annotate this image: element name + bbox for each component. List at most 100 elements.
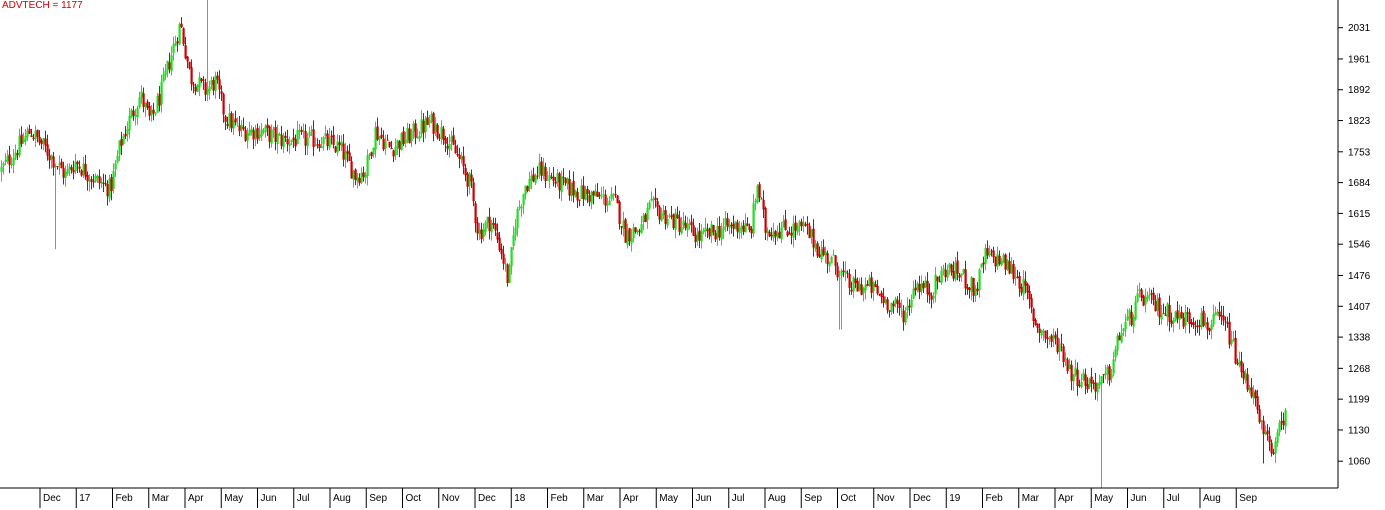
candle-up [546,179,549,181]
candle-up [424,118,427,133]
candlestick-series [0,0,1287,488]
candle-down [808,225,811,239]
candle-up [308,131,311,137]
candle-down [888,310,891,312]
candle-down [806,223,809,226]
candle-up [518,206,521,209]
candle-up [538,162,541,175]
candle-down [554,181,557,184]
candle-down [60,161,63,169]
candle-up [1002,254,1005,263]
candle-up [932,295,935,299]
y-tick-label: 1268 [1348,364,1371,375]
candle-up [1136,293,1139,302]
candle-up [636,230,639,233]
candle-up [140,91,143,98]
candle-down [846,272,849,274]
candle-down [52,156,55,168]
candle-up [1128,309,1131,319]
candle-down [1092,382,1095,384]
candle-up [1112,359,1115,374]
candle-up [82,163,85,175]
candle-up [364,174,367,178]
candle-up [368,154,371,156]
candle-down [870,277,873,293]
candle-down [684,222,687,229]
candle-up [610,193,613,199]
candle-up [1144,297,1147,305]
candle-down [456,154,459,156]
candle-up [434,123,437,132]
x-tick-label: Jul [297,493,310,504]
candle-down [878,294,881,296]
candle-down [1036,323,1039,328]
candle-up [336,141,339,153]
candle-up [236,123,239,125]
candle-up [798,221,801,227]
candle-down [1140,289,1143,298]
candle-down [346,150,349,154]
candle-down [242,126,245,130]
candle-down [922,283,925,289]
candle-down [1220,315,1223,317]
candle-up [272,128,275,130]
candle-down [902,310,905,323]
candle-down [380,134,383,138]
x-tick-label: Nov [877,493,895,504]
candle-down [370,152,373,157]
candle-up [288,143,291,147]
candle-up [724,217,727,225]
candle-down [496,232,499,240]
candle-down [30,135,33,137]
candle-down [1046,337,1049,340]
candle-up [796,225,799,233]
candle-up [984,248,987,264]
candle-down [234,118,237,123]
candle-down [1032,308,1035,321]
candle-up [1210,324,1213,330]
candle-down [1118,335,1121,341]
candle-down [76,161,79,165]
candle-up [1212,314,1215,325]
candle-down [354,169,357,180]
candle-down [1218,311,1221,317]
candle-up [1200,312,1203,328]
candle-up [590,192,593,204]
candle-up [534,175,537,183]
candle-down [1028,290,1031,300]
candle-down [576,191,579,201]
candle-down [1044,330,1047,339]
candle-up [522,193,525,205]
candle-up [648,202,651,209]
candle-up [530,175,533,181]
candle-up [138,97,141,108]
candle-up [396,140,399,148]
candle-down [558,173,561,191]
candle-up [378,136,381,140]
candle-down [654,197,657,201]
candle-down [578,199,581,201]
x-tick-label: 18 [514,493,526,504]
candle-up [360,172,363,183]
candle-down [48,155,51,161]
candle-up [118,140,121,155]
candle-down [760,198,763,200]
candle-down [816,243,819,256]
candle-up [632,227,635,238]
candle-down [552,176,555,181]
candle-up [258,134,261,139]
candle-down [1242,370,1245,379]
y-tick-label: 1961 [1348,54,1371,65]
candle-up [12,158,15,165]
candle-up [172,44,175,54]
candle-up [696,232,699,242]
candle-up [1204,322,1207,325]
candle-up [960,273,963,276]
candle-down [1056,337,1059,353]
candle-down [422,120,425,133]
candle-up [1232,338,1235,341]
candle-up [1014,276,1017,278]
candle-up [646,208,649,221]
candle-down [764,208,767,233]
candle-up [1230,340,1233,344]
